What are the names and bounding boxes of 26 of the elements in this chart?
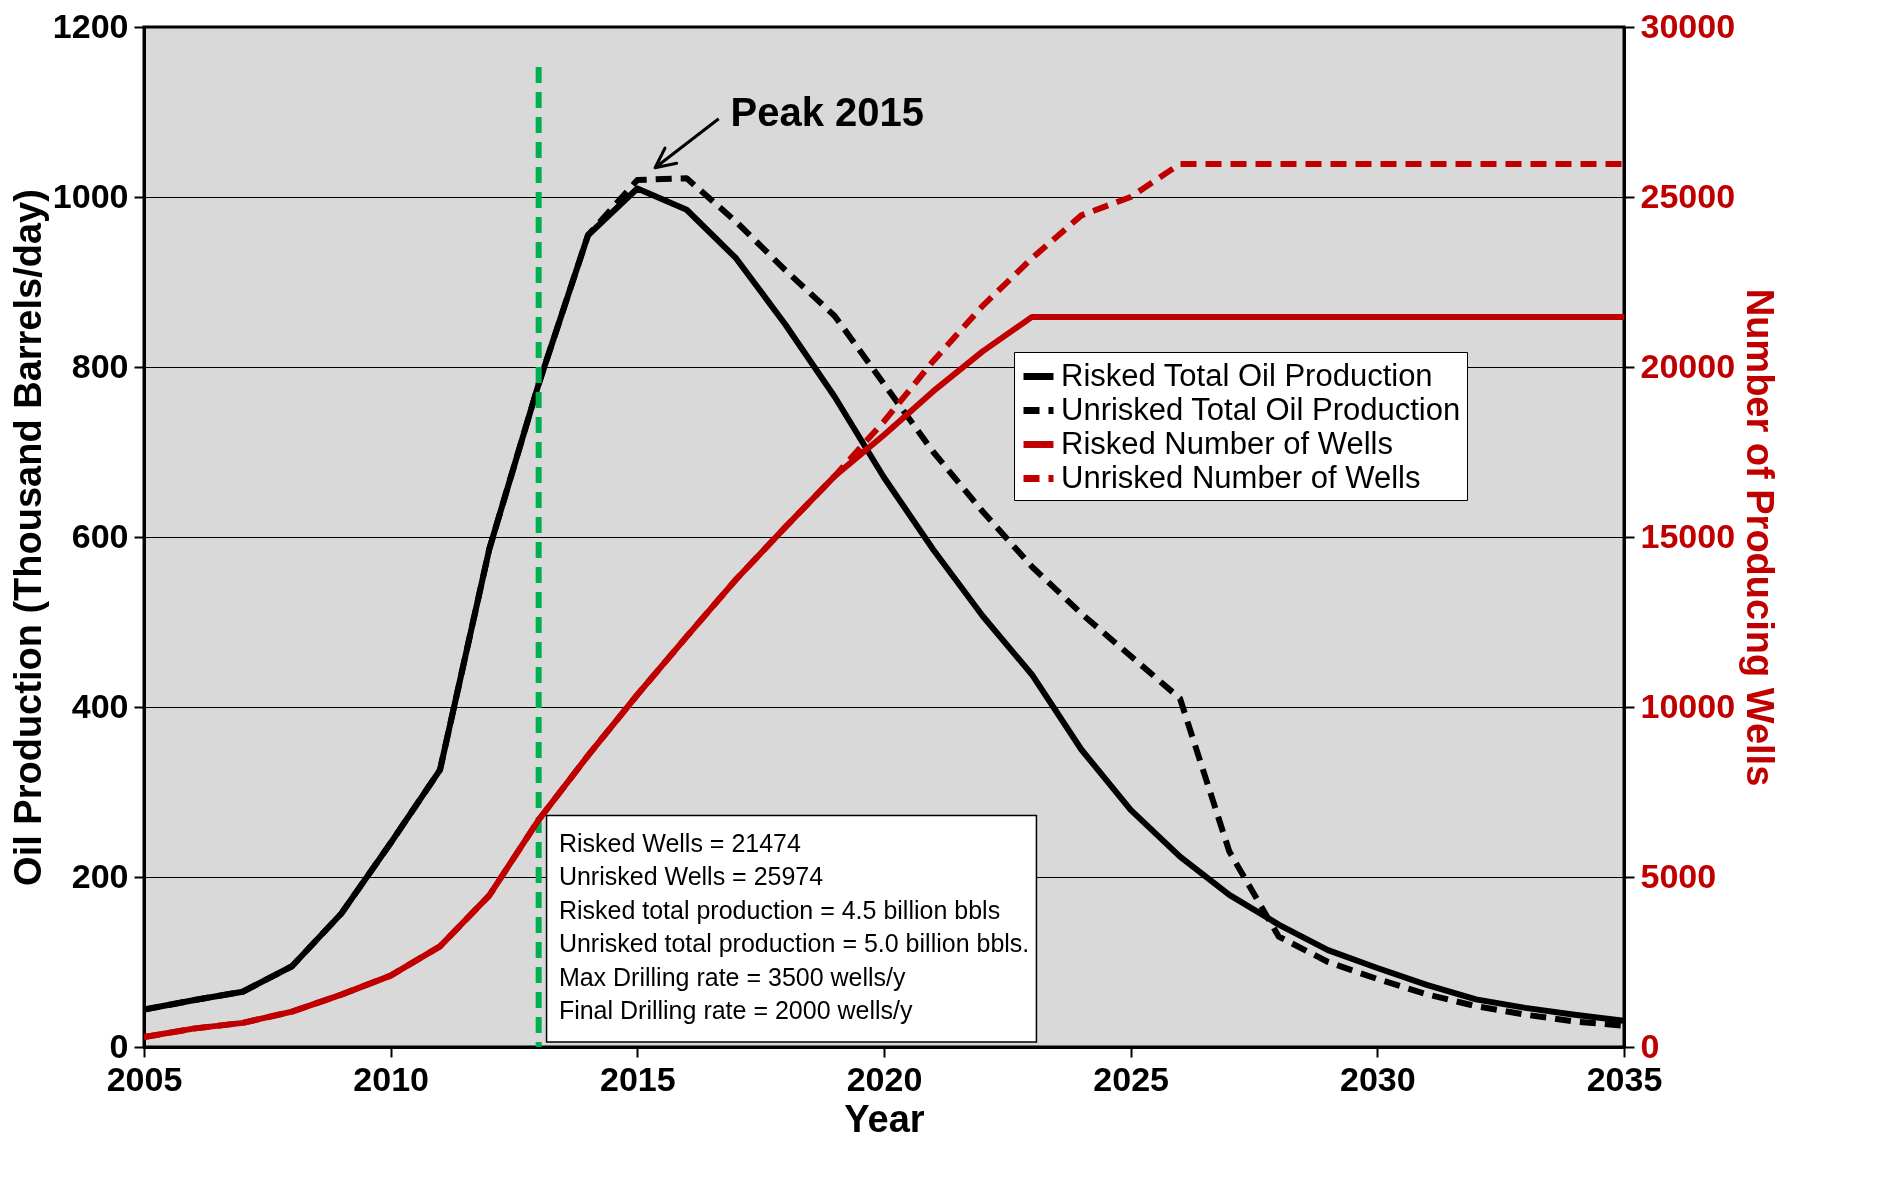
y-tick-label: 800: [71, 346, 129, 385]
y2-axis-title: Number of Producing Wells: [1739, 288, 1782, 787]
y2-tick-label: 20000: [1640, 346, 1736, 385]
legend-label: Risked Number of Wells: [1061, 425, 1393, 461]
annotation: Peak 2015: [730, 89, 925, 134]
y-axis-title: Oil Production (Thousand Barrels/day): [6, 189, 49, 886]
x-tick-label: 2025: [1093, 1059, 1169, 1098]
annotation: Risked Wells = 21474 Unrisked Wells = 25974 Risked total production = 4.5 billion bbls Unrisked total production = 5.0 billion bbls. Max Drilling rate = 3500 wells/y Final Drilling rate = 2000 wells/y: [558, 829, 1030, 1025]
y2-tick-label: 10000: [1640, 686, 1736, 725]
x-tick-label: 2010: [353, 1059, 429, 1098]
legend-label: Unrisked Number of Wells: [1061, 459, 1421, 495]
legend-label: Risked Total Oil Production: [1061, 357, 1433, 393]
y2-tick-label: 15000: [1640, 516, 1736, 555]
y-tick-label: 600: [71, 516, 129, 555]
x-tick-label: 2020: [846, 1059, 923, 1098]
y-tick-label: 400: [71, 686, 129, 725]
y2-tick-label: 5000: [1640, 856, 1717, 895]
y2-tick-label: 25000: [1640, 176, 1736, 215]
y-tick-label: 1200: [52, 6, 129, 45]
x-tick-label: 2015: [600, 1059, 676, 1098]
y-tick-label: 200: [71, 856, 129, 895]
x-tick-label: 2030: [1340, 1059, 1416, 1098]
legend-label: Unrisked Total Oil Production: [1061, 391, 1461, 427]
x-axis-title: Year: [844, 1097, 925, 1140]
y2-tick-label: 30000: [1640, 6, 1736, 45]
y-tick-label: 1000: [52, 176, 129, 215]
